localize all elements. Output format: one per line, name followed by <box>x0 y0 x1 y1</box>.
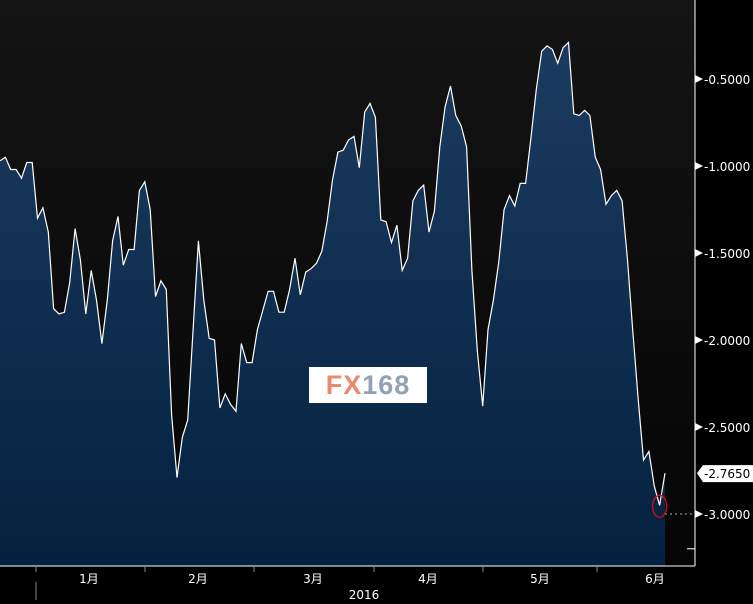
year-label: 2016 <box>349 588 380 602</box>
x-tick-label: 2月 <box>188 572 208 586</box>
y-tick-mark <box>695 75 703 83</box>
watermark-168: 168 <box>362 369 411 400</box>
y-tick-mark <box>695 510 703 518</box>
y-tick-mark <box>695 423 703 431</box>
series-line <box>0 41 666 506</box>
last-value-text: -2.7650 <box>704 467 750 481</box>
y-tick-label: -2.5000 <box>704 421 750 435</box>
y-tick-mark <box>695 162 703 170</box>
watermark-fx: FX <box>325 369 363 400</box>
x-tick-label: 3月 <box>303 572 323 586</box>
y-tick-label: -1.0000 <box>704 160 750 174</box>
x-tick-label: 6月 <box>645 572 665 586</box>
y-tick-label: -0.5000 <box>704 73 750 87</box>
y-tick-mark <box>695 249 703 257</box>
last-value-label: -2.7650 <box>697 465 753 483</box>
x-tick-label: 5月 <box>530 572 550 586</box>
y-tick-label: -3.0000 <box>704 508 750 522</box>
y-tick-label: -1.5000 <box>704 247 750 261</box>
y-tick-label: -2.0000 <box>704 334 750 348</box>
x-tick-label: 1月 <box>79 572 99 586</box>
last-value-box <box>697 465 753 483</box>
highlight-circle <box>651 494 668 518</box>
area-fill <box>0 42 665 566</box>
fx168-watermark: FX 168 <box>309 367 427 403</box>
y-tick-mark <box>695 336 703 344</box>
x-tick-label: 4月 <box>418 572 438 586</box>
